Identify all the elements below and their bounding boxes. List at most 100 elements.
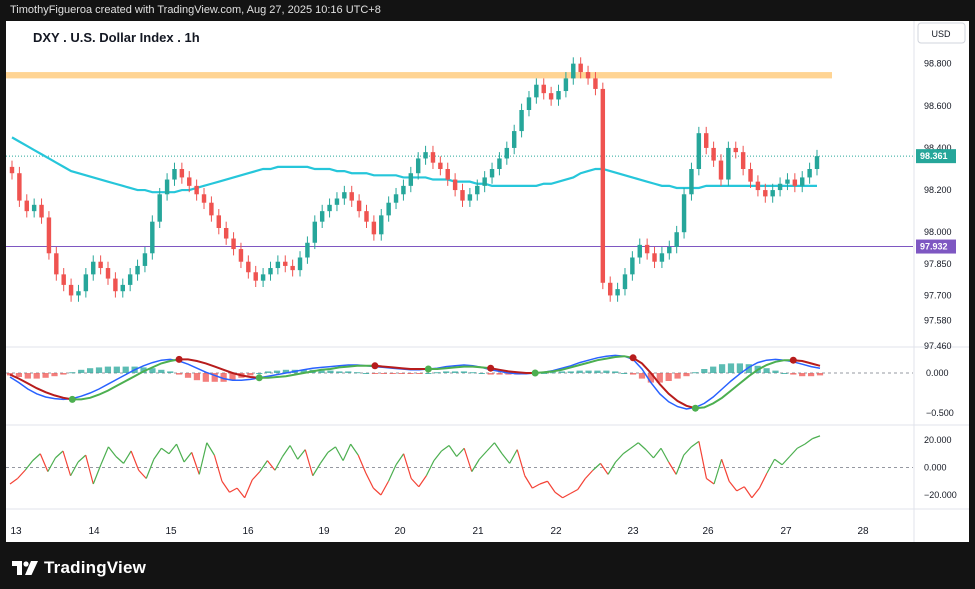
- candle-body[interactable]: [356, 200, 362, 212]
- candle-body[interactable]: [275, 261, 281, 269]
- candle-body[interactable]: [785, 179, 790, 184]
- candle-body[interactable]: [209, 202, 214, 216]
- candle-body[interactable]: [393, 194, 399, 203]
- candle-body[interactable]: [541, 84, 546, 94]
- candle-body[interactable]: [475, 185, 480, 195]
- candle-body[interactable]: [548, 93, 554, 100]
- price-axis[interactable]: 98.800 98.600 98.400 98.200 98.000 97.850 97.7…: [916, 59, 957, 500]
- candle-body[interactable]: [127, 274, 133, 285]
- candle-body[interactable]: [46, 217, 52, 254]
- candle-body[interactable]: [667, 246, 672, 254]
- oscillator-pane[interactable]: [6, 435, 913, 499]
- candle-body[interactable]: [438, 162, 443, 169]
- candle-body[interactable]: [17, 173, 22, 201]
- candle-body[interactable]: [452, 179, 458, 191]
- candle-body[interactable]: [615, 289, 620, 296]
- candle-body[interactable]: [718, 160, 724, 180]
- candle-body[interactable]: [460, 190, 465, 201]
- candle-body[interactable]: [689, 169, 694, 195]
- candle-body[interactable]: [187, 177, 192, 186]
- candle-body[interactable]: [696, 133, 702, 169]
- candle-body[interactable]: [704, 133, 709, 148]
- candlestick-series[interactable]: [9, 57, 820, 302]
- candle-body[interactable]: [349, 192, 354, 201]
- candle-body[interactable]: [231, 238, 236, 250]
- candle-body[interactable]: [578, 63, 583, 73]
- current-price-tag[interactable]: [916, 149, 956, 164]
- candle-body[interactable]: [644, 244, 650, 254]
- candle-body[interactable]: [238, 249, 244, 262]
- candle-body[interactable]: [24, 200, 29, 212]
- candle-body[interactable]: [607, 282, 613, 296]
- macd-pane[interactable]: [6, 354, 913, 412]
- candle-body[interactable]: [9, 166, 15, 174]
- chart-area[interactable]: DXY . U.S. Dollar Index . 1h USD 98.800 9…: [6, 21, 969, 542]
- candle-body[interactable]: [113, 278, 118, 292]
- candle-body[interactable]: [179, 169, 185, 178]
- candle-body[interactable]: [194, 185, 199, 195]
- candle-body[interactable]: [497, 158, 502, 169]
- candle-body[interactable]: [223, 228, 229, 239]
- time-axis[interactable]: 13 14 15 16 19 20 21 22 23 26 27 28: [10, 526, 869, 537]
- candle-body[interactable]: [534, 84, 539, 98]
- candle-body[interactable]: [172, 169, 177, 180]
- candle-body[interactable]: [334, 198, 340, 205]
- candle-body[interactable]: [164, 179, 170, 195]
- candle-body[interactable]: [637, 244, 642, 258]
- candle-body[interactable]: [571, 63, 576, 79]
- currency-badge[interactable]: [917, 22, 966, 44]
- candle-body[interactable]: [364, 211, 369, 222]
- candle-body[interactable]: [711, 147, 716, 161]
- candle-body[interactable]: [83, 274, 89, 292]
- candle-body[interactable]: [142, 253, 148, 266]
- candle-body[interactable]: [467, 194, 473, 201]
- candle-body[interactable]: [408, 173, 414, 186]
- candle-body[interactable]: [430, 152, 436, 163]
- candle-body[interactable]: [157, 194, 162, 222]
- candle-body[interactable]: [755, 181, 761, 191]
- candle-body[interactable]: [91, 261, 96, 275]
- candle-body[interactable]: [386, 202, 391, 216]
- candle-body[interactable]: [54, 253, 59, 275]
- candle-body[interactable]: [504, 147, 510, 159]
- candle-body[interactable]: [135, 265, 140, 275]
- candle-body[interactable]: [327, 204, 332, 212]
- chart-svg[interactable]: DXY . U.S. Dollar Index . 1h USD 98.8009…: [6, 21, 969, 542]
- candle-body[interactable]: [792, 179, 798, 186]
- candle-body[interactable]: [563, 78, 569, 92]
- candle-body[interactable]: [511, 131, 517, 148]
- candle-body[interactable]: [763, 190, 768, 197]
- candle-body[interactable]: [593, 78, 598, 89]
- candle-body[interactable]: [415, 158, 421, 174]
- candle-body[interactable]: [319, 211, 325, 222]
- candle-body[interactable]: [401, 185, 406, 195]
- candle-body[interactable]: [777, 183, 783, 191]
- candle-body[interactable]: [726, 147, 731, 180]
- candle-body[interactable]: [76, 291, 81, 296]
- candle-body[interactable]: [814, 156, 820, 169]
- candle-body[interactable]: [201, 194, 207, 203]
- candle-body[interactable]: [733, 147, 738, 153]
- candle-body[interactable]: [622, 274, 628, 290]
- candle-body[interactable]: [98, 261, 103, 269]
- candle-body[interactable]: [246, 261, 251, 273]
- candle-body[interactable]: [770, 190, 775, 197]
- candle-body[interactable]: [674, 232, 679, 247]
- candle-body[interactable]: [216, 215, 222, 228]
- candle-body[interactable]: [681, 194, 687, 233]
- candle-body[interactable]: [526, 97, 532, 110]
- candle-body[interactable]: [748, 169, 753, 182]
- candle-body[interactable]: [556, 91, 561, 100]
- candle-body[interactable]: [652, 253, 657, 262]
- level-price-tag[interactable]: [916, 239, 956, 254]
- candle-body[interactable]: [379, 215, 384, 235]
- candle-body[interactable]: [68, 284, 74, 296]
- candle-body[interactable]: [807, 169, 812, 178]
- candle-body[interactable]: [61, 274, 66, 285]
- candle-body[interactable]: [105, 268, 111, 279]
- candle-body[interactable]: [519, 110, 524, 132]
- candle-body[interactable]: [268, 268, 273, 275]
- candle-body[interactable]: [630, 257, 635, 275]
- candle-body[interactable]: [342, 192, 347, 199]
- candle-body[interactable]: [290, 265, 295, 271]
